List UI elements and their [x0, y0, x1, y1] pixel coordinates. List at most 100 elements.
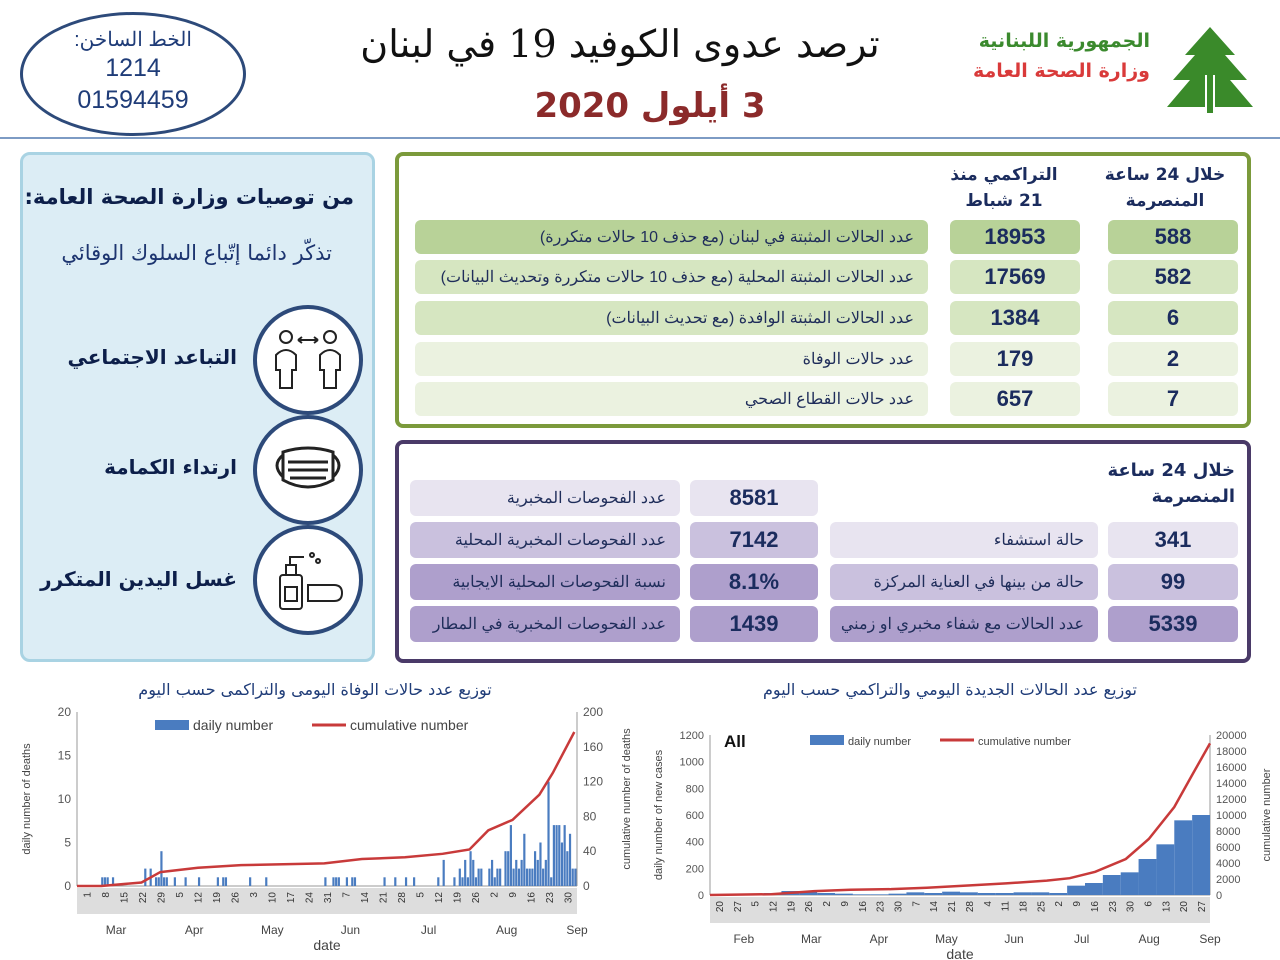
daily-bar	[453, 877, 456, 886]
column-header-24h: خلال 24 ساعة المنصرمة	[1104, 165, 1226, 211]
day-tick-label: 13	[1161, 901, 1172, 913]
summary-cumulative-value: 179	[950, 342, 1080, 376]
legend-label-cumulative: cumulative number	[978, 736, 1071, 748]
daily-bar	[173, 877, 176, 886]
weekly-bar	[995, 893, 1014, 895]
weekly-bar	[1174, 820, 1193, 895]
weekly-bar	[835, 893, 853, 895]
day-tick-label: 9	[508, 892, 519, 898]
y2-tick-label: 18000	[1216, 746, 1247, 758]
month-label: Aug	[1139, 932, 1160, 946]
daily-bar	[474, 877, 478, 886]
recommendation-label: ارتداء الكمامة	[104, 455, 237, 479]
day-tick-label: 30	[894, 901, 905, 913]
daily-bar	[101, 877, 104, 886]
daily-bar	[531, 868, 534, 886]
day-tick-label: 3	[249, 892, 260, 898]
cumulative-line	[77, 731, 576, 888]
day-tick-label: 23	[876, 901, 887, 913]
daily-bar	[442, 859, 445, 886]
daily-bar	[544, 859, 547, 886]
daily-bar	[157, 877, 160, 886]
day-tick-label: 20	[715, 901, 726, 913]
daily-bar	[469, 851, 472, 886]
day-tick-label: 2	[490, 892, 501, 898]
y-tick-label: 0	[64, 879, 71, 893]
summary-24h-value: 2	[1108, 342, 1238, 376]
day-tick-label: 16	[527, 892, 538, 904]
social-distancing-icon	[253, 305, 363, 415]
column-header-cumulative: التراكمي منذ 21 شباط	[950, 165, 1058, 211]
daily-bar	[520, 859, 523, 886]
hotline-number-1: 1214	[105, 54, 161, 82]
hospital-value: 5339	[1108, 606, 1238, 642]
month-label: May	[261, 923, 284, 937]
daily-bar	[222, 877, 225, 886]
y-tick-label: 1000	[680, 757, 704, 769]
daily-bar	[461, 877, 464, 886]
daily-bar	[404, 877, 408, 886]
day-tick-label: 5	[416, 892, 427, 898]
daily-bar	[464, 859, 467, 886]
last-24h-panel	[395, 440, 1251, 663]
weekly-bar	[852, 894, 871, 895]
daily-bar	[566, 851, 569, 886]
summary-panel	[395, 152, 1251, 428]
y-tick-label: 200	[686, 863, 704, 875]
y-axis-title: daily number of new cases	[653, 749, 665, 880]
day-tick-label: 23	[1108, 901, 1119, 913]
day-tick-label: 20	[1179, 901, 1190, 913]
summary-row-label: عدد حالات الوفاة	[415, 342, 928, 376]
daily-bar	[528, 868, 531, 886]
summary-cumulative-value: 17569	[950, 260, 1080, 294]
day-tick-label: 26	[804, 901, 815, 913]
y-tick-label: 600	[686, 810, 704, 822]
daily-bar	[332, 877, 335, 886]
daily-bar	[144, 868, 147, 886]
daily-bar	[103, 877, 107, 886]
day-tick-label: 28	[965, 901, 976, 913]
day-tick-label: 21	[947, 901, 958, 913]
hospital-value: 99	[1108, 564, 1238, 600]
hotline-oval: الخط الساخن: 1214 01594459	[20, 12, 246, 136]
day-tick-label: 6	[1144, 901, 1155, 907]
daily-bar	[558, 825, 561, 886]
summary-row-label: عدد الحالات المثبتة الوافدة (مع تحديث ال…	[415, 301, 928, 335]
recommendation-label: غسل اليدين المتكرر	[40, 567, 237, 591]
daily-bar	[574, 868, 577, 886]
ministry-name: الجمهورية اللبنانية وزارة الصحة العامة	[940, 30, 1150, 82]
test-value: 7142	[690, 522, 818, 558]
deaths-chart-title: توزيع عدد حالات الوفاة اليومى والتراكمى …	[138, 680, 492, 699]
day-tick-label: 4	[983, 901, 994, 907]
month-label: Feb	[733, 932, 754, 946]
month-label: Sep	[566, 923, 588, 937]
daily-bar	[165, 877, 168, 886]
daily-bar	[472, 859, 475, 886]
test-label: نسبة الفحوصات المحلية الايجابية	[410, 564, 680, 600]
daily-bar	[383, 877, 386, 886]
daily-bar	[550, 877, 553, 886]
weekly-bar	[1031, 892, 1050, 895]
summary-cumulative-value: 1384	[950, 301, 1080, 335]
hospital-label: عدد الحالات مع شفاء مخبري او زمني	[830, 606, 1098, 642]
legend-label-cumulative: cumulative number	[350, 717, 469, 733]
day-tick-label: 1	[82, 892, 93, 898]
day-tick-label: 9	[1072, 901, 1083, 907]
x-axis-title: date	[313, 937, 340, 953]
date-tick-band	[77, 888, 577, 914]
month-label: Aug	[496, 923, 517, 937]
daily-bar	[504, 851, 507, 886]
daily-bar	[499, 868, 502, 886]
day-tick-label: 24	[304, 892, 315, 904]
daily-bar	[265, 877, 268, 886]
weekly-bar	[924, 893, 943, 895]
header-divider	[0, 137, 1280, 139]
day-tick-label: 28	[397, 892, 408, 904]
y2-tick-label: 4000	[1216, 858, 1240, 870]
summary-row-label: عدد حالات القطاع الصحي	[415, 382, 928, 416]
republic-label: الجمهورية اللبنانية	[978, 30, 1150, 52]
y2-tick-label: 160	[583, 740, 603, 754]
daily-bar	[216, 877, 219, 886]
hospital-label: حالة من بينها في العناية المركزة	[830, 564, 1098, 600]
y2-tick-label: 200	[583, 705, 603, 719]
